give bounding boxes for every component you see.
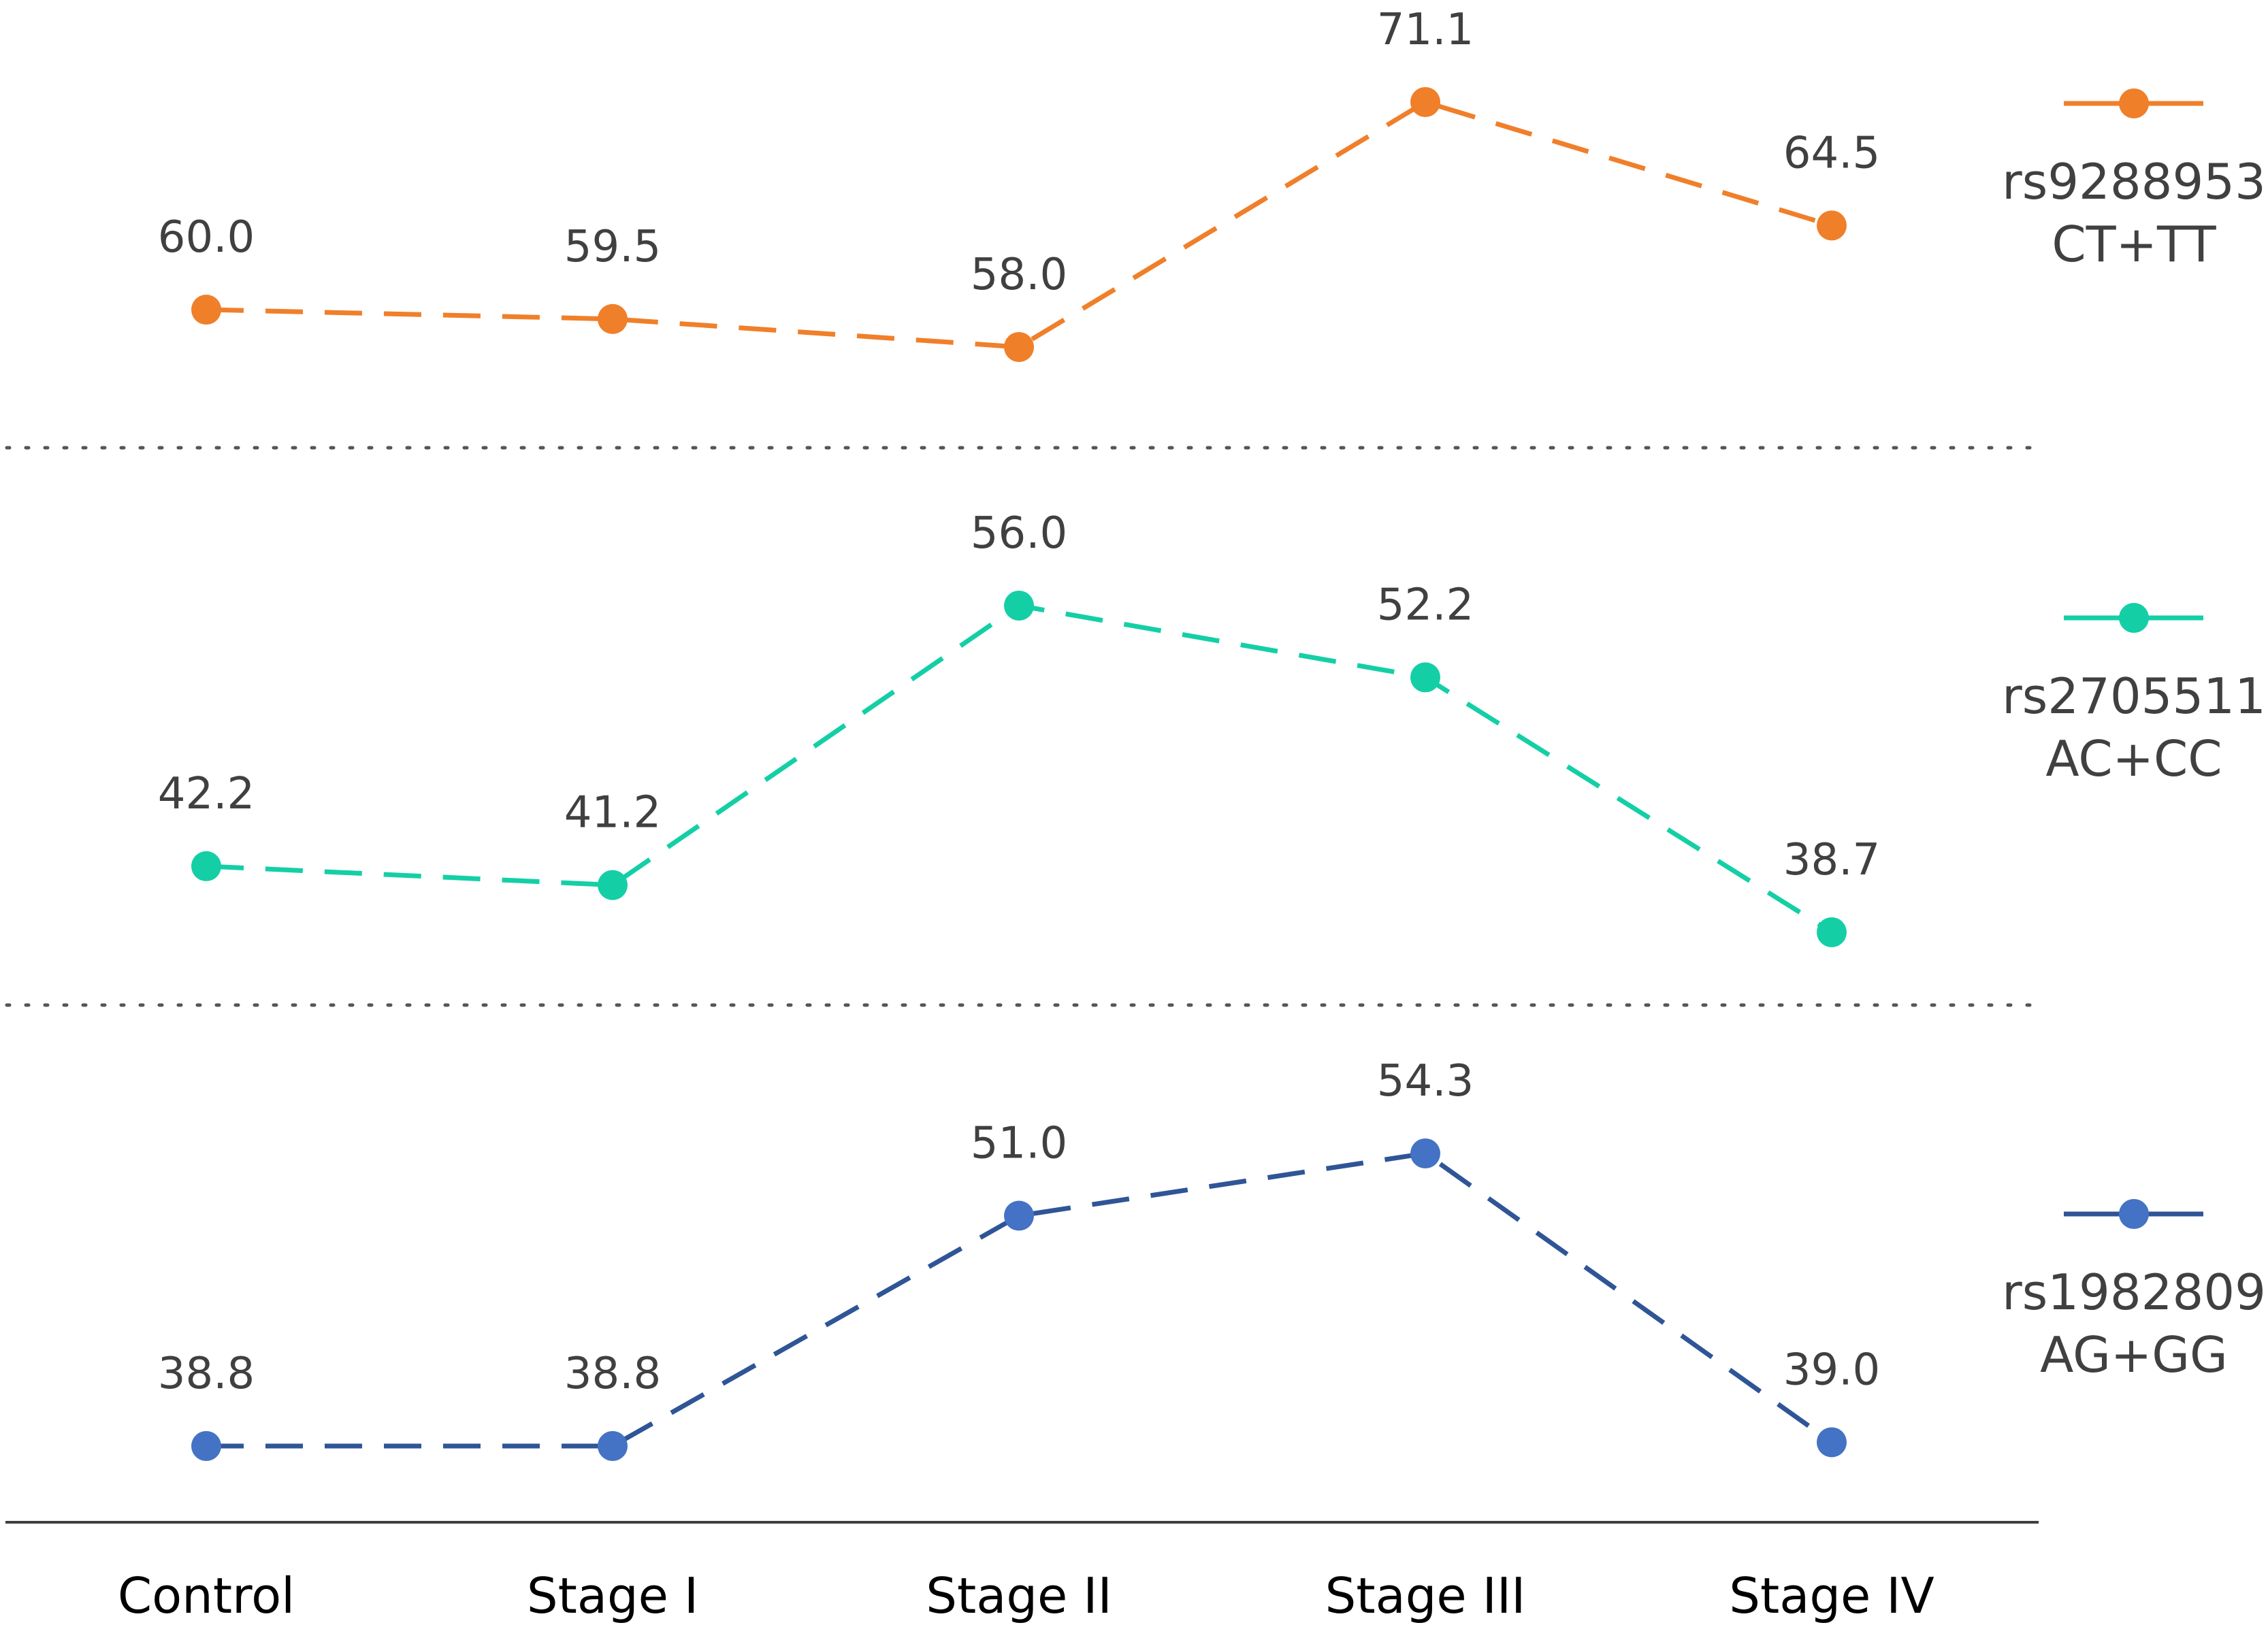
data-point [598, 870, 628, 900]
series-2: 42.2 41.2 56.0 52.2 38.7 [158, 508, 1881, 947]
data-point [1004, 332, 1034, 362]
data-point [598, 1431, 628, 1461]
legend-label: AC+CC [2045, 730, 2222, 787]
data-label: 38.8 [158, 1349, 255, 1399]
legend-label: rs9288953 [2002, 153, 2266, 210]
data-label: 38.8 [564, 1349, 662, 1399]
data-point [1817, 917, 1847, 947]
data-label: 52.2 [1377, 580, 1474, 630]
data-label: 64.5 [1783, 128, 1881, 178]
data-label: 54.3 [1377, 1056, 1474, 1106]
data-point [191, 295, 221, 325]
data-label: 60.0 [158, 212, 255, 263]
data-label: 41.2 [564, 788, 662, 838]
data-label: 39.0 [1783, 1345, 1881, 1395]
data-point [191, 851, 221, 881]
series-line [206, 1151, 1834, 1449]
data-label: 56.0 [971, 508, 1068, 559]
legend-marker [2119, 603, 2149, 633]
data-point [1817, 210, 1847, 241]
data-point [598, 303, 628, 334]
data-point [1004, 1200, 1034, 1231]
x-tick-label: Stage II [926, 1567, 1112, 1624]
data-label: 42.2 [158, 769, 255, 819]
data-label: 71.1 [1377, 5, 1474, 55]
x-tick-label: Stage IV [1729, 1567, 1934, 1624]
x-tick-label: Stage III [1325, 1567, 1526, 1624]
legend-label: rs1982809 [2002, 1264, 2266, 1321]
data-point [1004, 591, 1034, 621]
data-label: 38.7 [1783, 835, 1881, 885]
series-1: 60.0 59.5 58.0 71.1 64.5 [158, 5, 1881, 362]
data-point [191, 1431, 221, 1461]
x-tick-label: Control [118, 1567, 295, 1624]
data-point [1410, 87, 1440, 117]
legend-marker [2119, 88, 2149, 118]
data-point [1817, 1427, 1847, 1458]
legend-marker [2119, 1199, 2149, 1229]
series-3: 38.8 38.8 51.0 54.3 39.0 [158, 1056, 1881, 1461]
legend-label: CT+TT [2052, 216, 2216, 273]
series-layer: 60.0 59.5 58.0 71.1 64.5 42.2 41.2 56.0 52.2 38.7… [158, 5, 1881, 1461]
data-point [1410, 662, 1440, 693]
panel-separators [5, 446, 2044, 1007]
data-point [1410, 1138, 1440, 1168]
data-label: 59.5 [564, 222, 662, 272]
legend-item: rs9288953 CT+TT [2002, 88, 2266, 273]
legend-label: AG+GG [2040, 1326, 2228, 1383]
series-line [206, 603, 1833, 934]
x-tick-label: Stage I [527, 1567, 698, 1624]
data-label: 58.0 [971, 250, 1068, 300]
x-axis: Control Stage I Stage II Stage III Stage IV [5, 1521, 2039, 1624]
series-line [206, 99, 1833, 350]
data-label: 51.0 [971, 1119, 1068, 1169]
legend-label: rs2705511 [2002, 668, 2266, 725]
